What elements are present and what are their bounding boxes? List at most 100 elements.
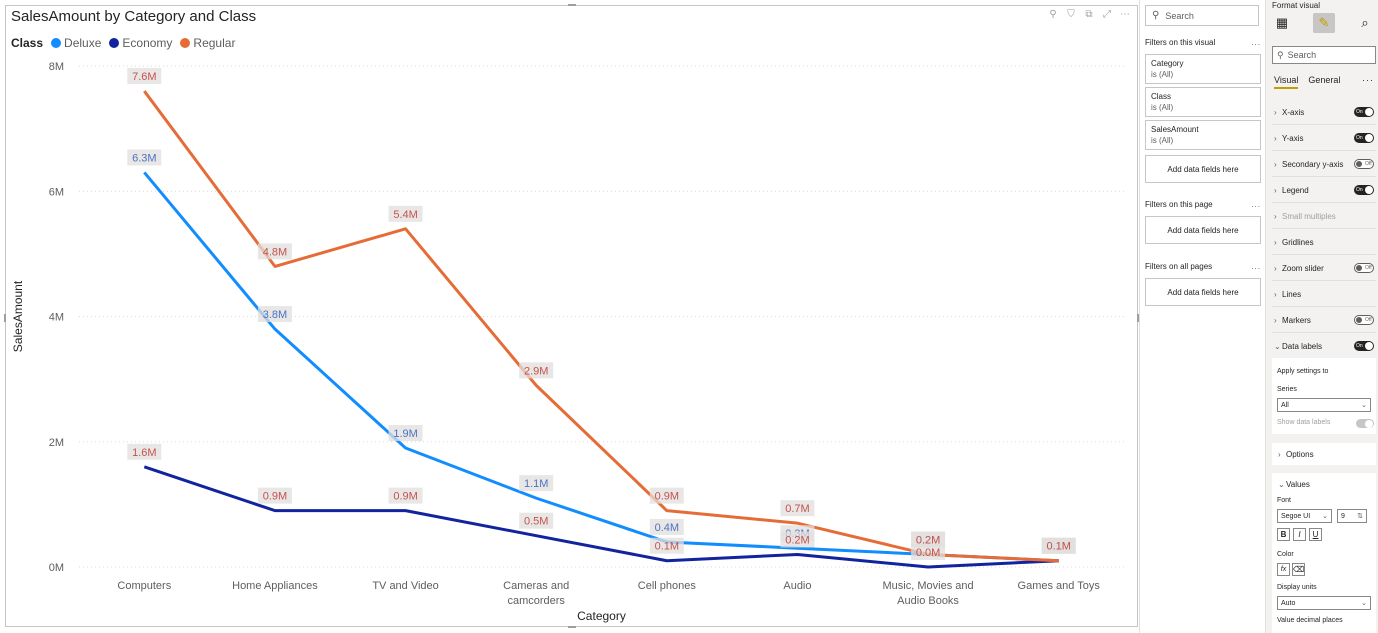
toggle-markers[interactable]: Off [1354, 315, 1374, 325]
data-label: 0.2M [916, 534, 940, 546]
chevron-down-icon: ⌄ [1361, 402, 1367, 409]
legend-item-economy[interactable]: Economy [109, 36, 172, 50]
card-small-multiples: › Small multiples [1274, 209, 1376, 223]
data-label-bg [1041, 537, 1076, 554]
legend-item-regular[interactable]: Regular [180, 36, 235, 50]
underline-button[interactable]: U [1309, 528, 1322, 541]
data-label: 7.6M [132, 71, 156, 83]
card-markers[interactable]: › Markers Off [1274, 313, 1376, 327]
analytics-icon[interactable]: ⌕ [1361, 15, 1369, 30]
section-title: Filters on all pages [1145, 262, 1213, 271]
card-label: Zoom slider [1282, 263, 1324, 273]
format-pane: Format visual ▦ ✎ ⌕ ⚲ Search Visual Gene… [1266, 0, 1378, 633]
series-dropdown[interactable]: All ⌄ [1277, 398, 1371, 412]
card-y-axis[interactable]: › Y-axis On [1274, 131, 1376, 145]
filter-field-name: Class [1151, 92, 1172, 101]
resize-handle-right[interactable] [1137, 314, 1139, 322]
legend-label: Economy [122, 36, 173, 50]
filter-icon[interactable]: ⛉ [1067, 9, 1075, 20]
toggle-zoom-slider[interactable]: Off [1354, 263, 1374, 273]
card-x-axis[interactable]: › X-axis On [1274, 105, 1376, 119]
data-label-bg [519, 362, 554, 379]
options-row[interactable]: › Options [1278, 447, 1368, 461]
data-label-bg [780, 500, 815, 517]
format-visual-icon[interactable]: ✎ [1313, 13, 1335, 33]
format-search-input[interactable]: ⚲ Search [1272, 46, 1376, 64]
resize-handle-bottom[interactable] [568, 626, 576, 628]
show-data-labels-label: Show data labels [1277, 419, 1331, 426]
toggle-secondary-y-axis[interactable]: Off [1354, 159, 1374, 169]
data-label-bg [388, 205, 423, 222]
card-legend[interactable]: › Legend On [1274, 183, 1376, 197]
more-icon[interactable]: ... [1251, 262, 1261, 271]
eraser-icon[interactable]: ⌫ [1292, 563, 1305, 576]
expand-icon[interactable]: ⤢ [1103, 9, 1111, 20]
series-line-regular [143, 90, 1059, 563]
add-all-pages-fields-drop[interactable]: Add data fields here [1145, 278, 1261, 306]
more-icon[interactable]: ... [1251, 200, 1261, 209]
card-label: Legend [1282, 185, 1309, 195]
section-title: Filters on this visual [1145, 38, 1216, 47]
chevron-right-icon: › [1274, 237, 1277, 247]
tab-visual[interactable]: Visual [1274, 75, 1299, 89]
toggle-y-axis[interactable]: On [1354, 133, 1374, 143]
data-label-bg [911, 531, 946, 548]
filter-field-name: Category [1151, 59, 1184, 68]
toggle-data-labels[interactable]: On [1354, 341, 1374, 351]
filter-state: is (All) [1151, 70, 1174, 79]
divider [1272, 202, 1376, 203]
y-tick-label: 4M [49, 312, 64, 324]
resize-handle-left[interactable] [4, 314, 6, 322]
x-axis-title: Category [577, 609, 626, 623]
bold-button[interactable]: B [1277, 528, 1290, 541]
data-label-bg [519, 512, 554, 529]
data-label: 0.0M [916, 547, 940, 559]
focus-mode-icon[interactable]: ⧉ [1085, 9, 1093, 20]
options-card[interactable] [1272, 443, 1376, 465]
filter-card-category[interactable]: Category is (All) [1145, 54, 1261, 84]
add-page-fields-drop[interactable]: Add data fields here [1145, 216, 1261, 244]
card-data-labels[interactable]: ⌄ Data labels On [1274, 339, 1376, 353]
line-chart-visual[interactable]: 0M 2M 4M 6M 8M Computers Home Appliances TV and… [4, 4, 1139, 628]
data-label: 0.2M [785, 534, 809, 546]
toggle-legend[interactable]: On [1354, 185, 1374, 195]
pin-icon[interactable]: ⚲ [1049, 9, 1057, 20]
filters-search-input[interactable]: ⚲ Search [1145, 5, 1259, 26]
legend-title: Class [11, 36, 44, 50]
chevron-down-icon: ⌄ [1322, 513, 1328, 520]
more-icon[interactable]: ··· [1362, 75, 1374, 85]
dropdown-value: Auto [1281, 599, 1296, 607]
card-zoom-slider[interactable]: › Zoom slider Off [1274, 261, 1376, 275]
chart-plot: 0M 2M 4M 6M 8M Computers Home Appliances TV and… [11, 61, 1124, 623]
format-pane-title: Format visual [1272, 1, 1321, 10]
data-label: 0.1M [655, 541, 679, 553]
legend-item-deluxe[interactable]: Deluxe [51, 36, 101, 50]
chevron-right-icon: › [1274, 107, 1277, 117]
card-label: Markers [1282, 315, 1311, 325]
divider [1272, 332, 1376, 333]
more-icon[interactable]: ... [1251, 38, 1261, 47]
filter-card-salesamount[interactable]: SalesAmount is (All) [1145, 120, 1261, 150]
toggle-x-axis[interactable]: On [1354, 107, 1374, 117]
font-size-stepper[interactable]: 9 ⇅ [1337, 509, 1367, 523]
display-units-dropdown[interactable]: Auto ⌄ [1277, 596, 1371, 610]
add-visual-fields-drop[interactable]: Add data fields here [1145, 155, 1261, 183]
chevron-right-icon: › [1274, 263, 1277, 273]
data-label: 0.9M [655, 491, 679, 503]
values-row[interactable]: ⌄ Values [1278, 477, 1368, 491]
card-lines[interactable]: › Lines [1274, 287, 1376, 301]
more-options-icon[interactable]: ⋯ [1120, 9, 1130, 20]
fx-button[interactable]: fx [1277, 563, 1290, 576]
build-visual-icon[interactable]: ▦ [1275, 15, 1289, 30]
filter-card-class[interactable]: Class is (All) [1145, 87, 1261, 117]
card-secondary-y-axis[interactable]: › Secondary y-axis Off [1274, 157, 1376, 171]
card-gridlines[interactable]: › Gridlines [1274, 235, 1376, 249]
resize-handle-top[interactable] [568, 4, 576, 6]
tab-general[interactable]: General [1308, 75, 1341, 85]
data-label: 0.1M [1046, 541, 1070, 553]
font-family-dropdown[interactable]: Segoe UI ⌄ [1277, 509, 1332, 523]
card-label: X-axis [1282, 107, 1305, 117]
italic-button[interactable]: I [1293, 528, 1306, 541]
divider [1272, 280, 1376, 281]
filters-all-pages-header: Filters on all pages ... [1145, 262, 1261, 271]
